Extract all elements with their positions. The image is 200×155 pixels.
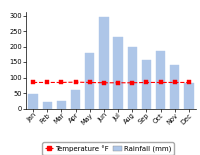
Bar [57,101,66,108]
Legend: Temperature °F, Rainfall (mm): Temperature °F, Rainfall (mm) [42,142,174,155]
Bar [170,65,179,108]
Bar [128,47,137,108]
Bar [113,37,123,108]
Bar [156,51,165,108]
Bar [43,102,52,108]
Bar [28,94,38,108]
Bar [184,83,194,108]
Bar [71,90,80,108]
Bar [85,53,94,108]
Bar [99,17,109,108]
Bar [142,60,151,108]
